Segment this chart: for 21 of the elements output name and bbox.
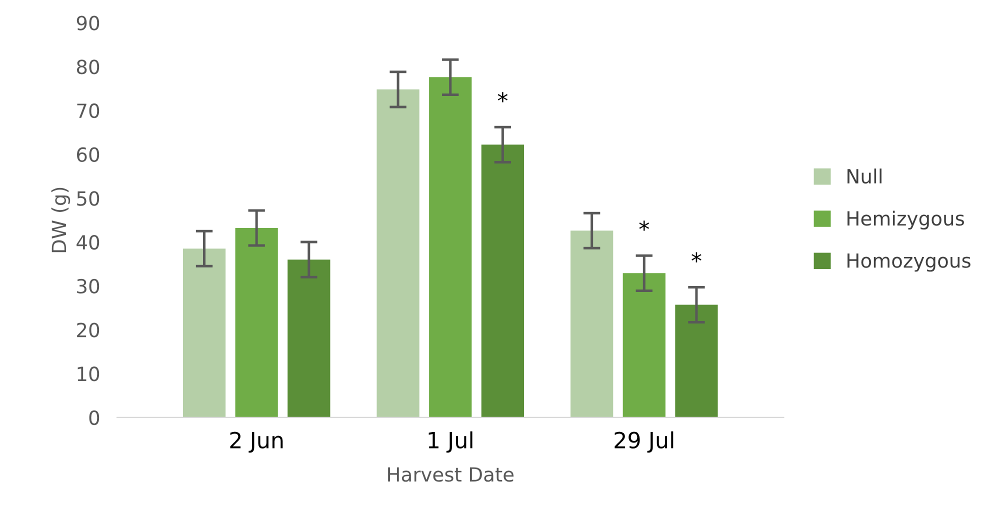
y-tick-label: 20 bbox=[77, 322, 100, 338]
y-tick-label: 60 bbox=[77, 147, 100, 162]
y-tick-label: 70 bbox=[77, 103, 100, 118]
x-tick-label: 2 Jun bbox=[230, 432, 283, 453]
y-tick-label: 10 bbox=[78, 366, 100, 382]
data-label: * bbox=[692, 252, 702, 262]
x-tick-label: 1 Jul bbox=[428, 431, 472, 453]
y-tick-label: 40 bbox=[76, 234, 100, 250]
data-label: * bbox=[498, 92, 508, 102]
x-tick-label: 29 Jul bbox=[614, 431, 674, 453]
legend-label: Hemizygous bbox=[848, 210, 964, 230]
y-tick-label: 90 bbox=[76, 16, 100, 30]
legend-label: Null bbox=[848, 168, 882, 184]
legend-label: Homozygous bbox=[848, 253, 970, 272]
y-tick-label: 0 bbox=[89, 410, 100, 426]
y-tick-label: 80 bbox=[76, 60, 100, 74]
y-tick-label: 30 bbox=[77, 278, 100, 294]
data-label: * bbox=[639, 220, 650, 231]
x-axis-title: Harvest Date bbox=[388, 467, 514, 482]
y-axis-title: DW (g) bbox=[51, 188, 70, 252]
y-tick-label: 50 bbox=[77, 191, 100, 206]
